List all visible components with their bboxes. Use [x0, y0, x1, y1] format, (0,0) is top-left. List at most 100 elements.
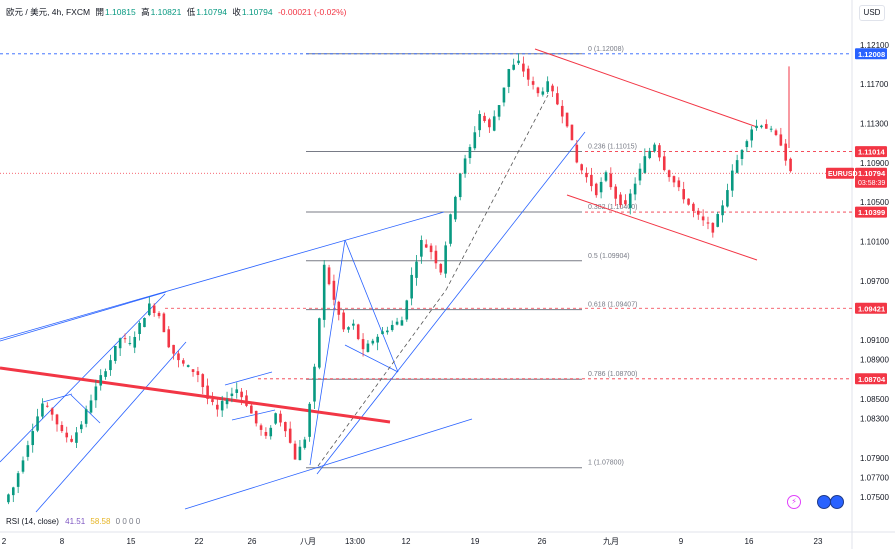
candle-body	[94, 386, 98, 401]
rsi-label: RSI (14, close)	[6, 517, 59, 526]
candle-body	[109, 360, 112, 371]
candle-body	[420, 240, 423, 257]
candle-body	[84, 409, 88, 424]
candle-body	[303, 439, 307, 448]
candle-body	[541, 91, 545, 95]
symbol-title[interactable]: 欧元 / 美元, 4h, FXCM	[6, 7, 91, 17]
candle-body	[128, 343, 132, 345]
candle-body	[604, 172, 608, 181]
candle-body	[337, 301, 341, 315]
candle-body	[478, 114, 481, 131]
x-tick-label: 8	[60, 537, 65, 546]
low-value: 1.10794	[196, 7, 227, 17]
channel-line	[35, 341, 187, 513]
candle-body	[21, 460, 25, 472]
fib-label: 0.5 (1.09904)	[588, 253, 630, 260]
open-value: 1.10815	[104, 7, 136, 17]
candle-body	[789, 158, 792, 172]
candle-body	[167, 329, 171, 348]
projection-line	[317, 289, 447, 467]
candle-body	[104, 371, 107, 377]
candle-body	[60, 425, 64, 432]
candle-body	[386, 330, 389, 333]
candle-body	[677, 180, 681, 188]
candle-body	[352, 323, 355, 326]
y-tick-label: 1.08900	[860, 356, 889, 365]
rsi-zeros: 0 0 0 0	[115, 517, 141, 526]
candle-body	[79, 424, 83, 430]
candle-body	[750, 129, 754, 141]
price-tag-label: 1.11014	[858, 148, 886, 157]
candle-body	[764, 124, 768, 129]
candle-body	[429, 245, 433, 253]
candle-body	[784, 143, 788, 161]
fib-label: 0.382 (1.10400)	[588, 204, 637, 211]
candle-body	[692, 203, 695, 212]
candle-body	[672, 176, 676, 183]
candle-body	[546, 81, 549, 92]
candle-body	[196, 371, 200, 376]
close-value: 1.10794	[241, 7, 273, 17]
candle-body	[381, 331, 384, 335]
candle-body	[138, 322, 141, 334]
candle-body	[415, 261, 418, 278]
high-value: 1.10821	[150, 7, 182, 17]
countdown-label: 03:58:39	[858, 180, 885, 187]
candle-body	[585, 172, 588, 178]
price-tag-label: 1.08704	[858, 375, 886, 384]
indicator-icon[interactable]	[830, 495, 844, 509]
candle-body	[779, 134, 783, 146]
candle-body	[376, 336, 379, 343]
x-tick-label: 9	[679, 537, 684, 546]
candle-body	[497, 105, 501, 117]
candle-body	[536, 87, 540, 94]
candle-body	[284, 422, 287, 432]
y-tick-label: 1.10500	[860, 198, 889, 207]
candle-body	[580, 164, 583, 171]
y-tick-label: 1.07500	[860, 493, 889, 502]
candle-body	[483, 115, 486, 122]
candle-body	[463, 158, 467, 174]
candle-body	[769, 128, 773, 130]
candle-body	[11, 487, 15, 496]
candle-body	[143, 317, 146, 328]
candle-body	[55, 414, 59, 425]
open-label: 開	[95, 7, 104, 17]
candle-body	[99, 375, 103, 386]
candle-body	[740, 150, 744, 159]
x-tick-label: 19	[471, 537, 480, 546]
x-tick-label: 13:00	[345, 537, 366, 546]
candle-body	[41, 403, 44, 417]
candle-body	[570, 124, 574, 141]
price-tag	[855, 146, 887, 158]
candle-body	[449, 214, 452, 244]
candle-body	[599, 181, 603, 193]
candle-body	[628, 193, 632, 208]
candle-body	[614, 186, 617, 199]
candle-body	[259, 425, 263, 430]
candle-body	[177, 353, 180, 361]
candle-body	[653, 144, 656, 152]
candle-body	[211, 399, 214, 403]
candle-body	[638, 168, 642, 181]
rsi-legend[interactable]: RSI (14, close) 41.51 58.58 0 0 0 0	[6, 517, 140, 526]
candle-body	[288, 428, 292, 443]
candle-body	[186, 365, 190, 367]
candle-body	[424, 244, 428, 248]
indicator-icon[interactable]	[817, 495, 831, 509]
candle-body	[172, 344, 175, 354]
lightning-icon[interactable]: ⚡	[787, 495, 801, 509]
candle-body	[75, 432, 78, 443]
candle-body	[31, 431, 35, 446]
candle-body	[590, 174, 593, 187]
candle-body	[667, 170, 671, 178]
y-tick-label: 1.10900	[860, 159, 889, 168]
currency-button[interactable]: USD	[859, 5, 885, 21]
y-tick-label: 1.10100	[860, 237, 889, 246]
candle-body	[575, 144, 579, 163]
candle-body	[400, 320, 404, 326]
y-tick-label: 1.08300	[860, 415, 889, 424]
candle-body	[706, 222, 710, 224]
